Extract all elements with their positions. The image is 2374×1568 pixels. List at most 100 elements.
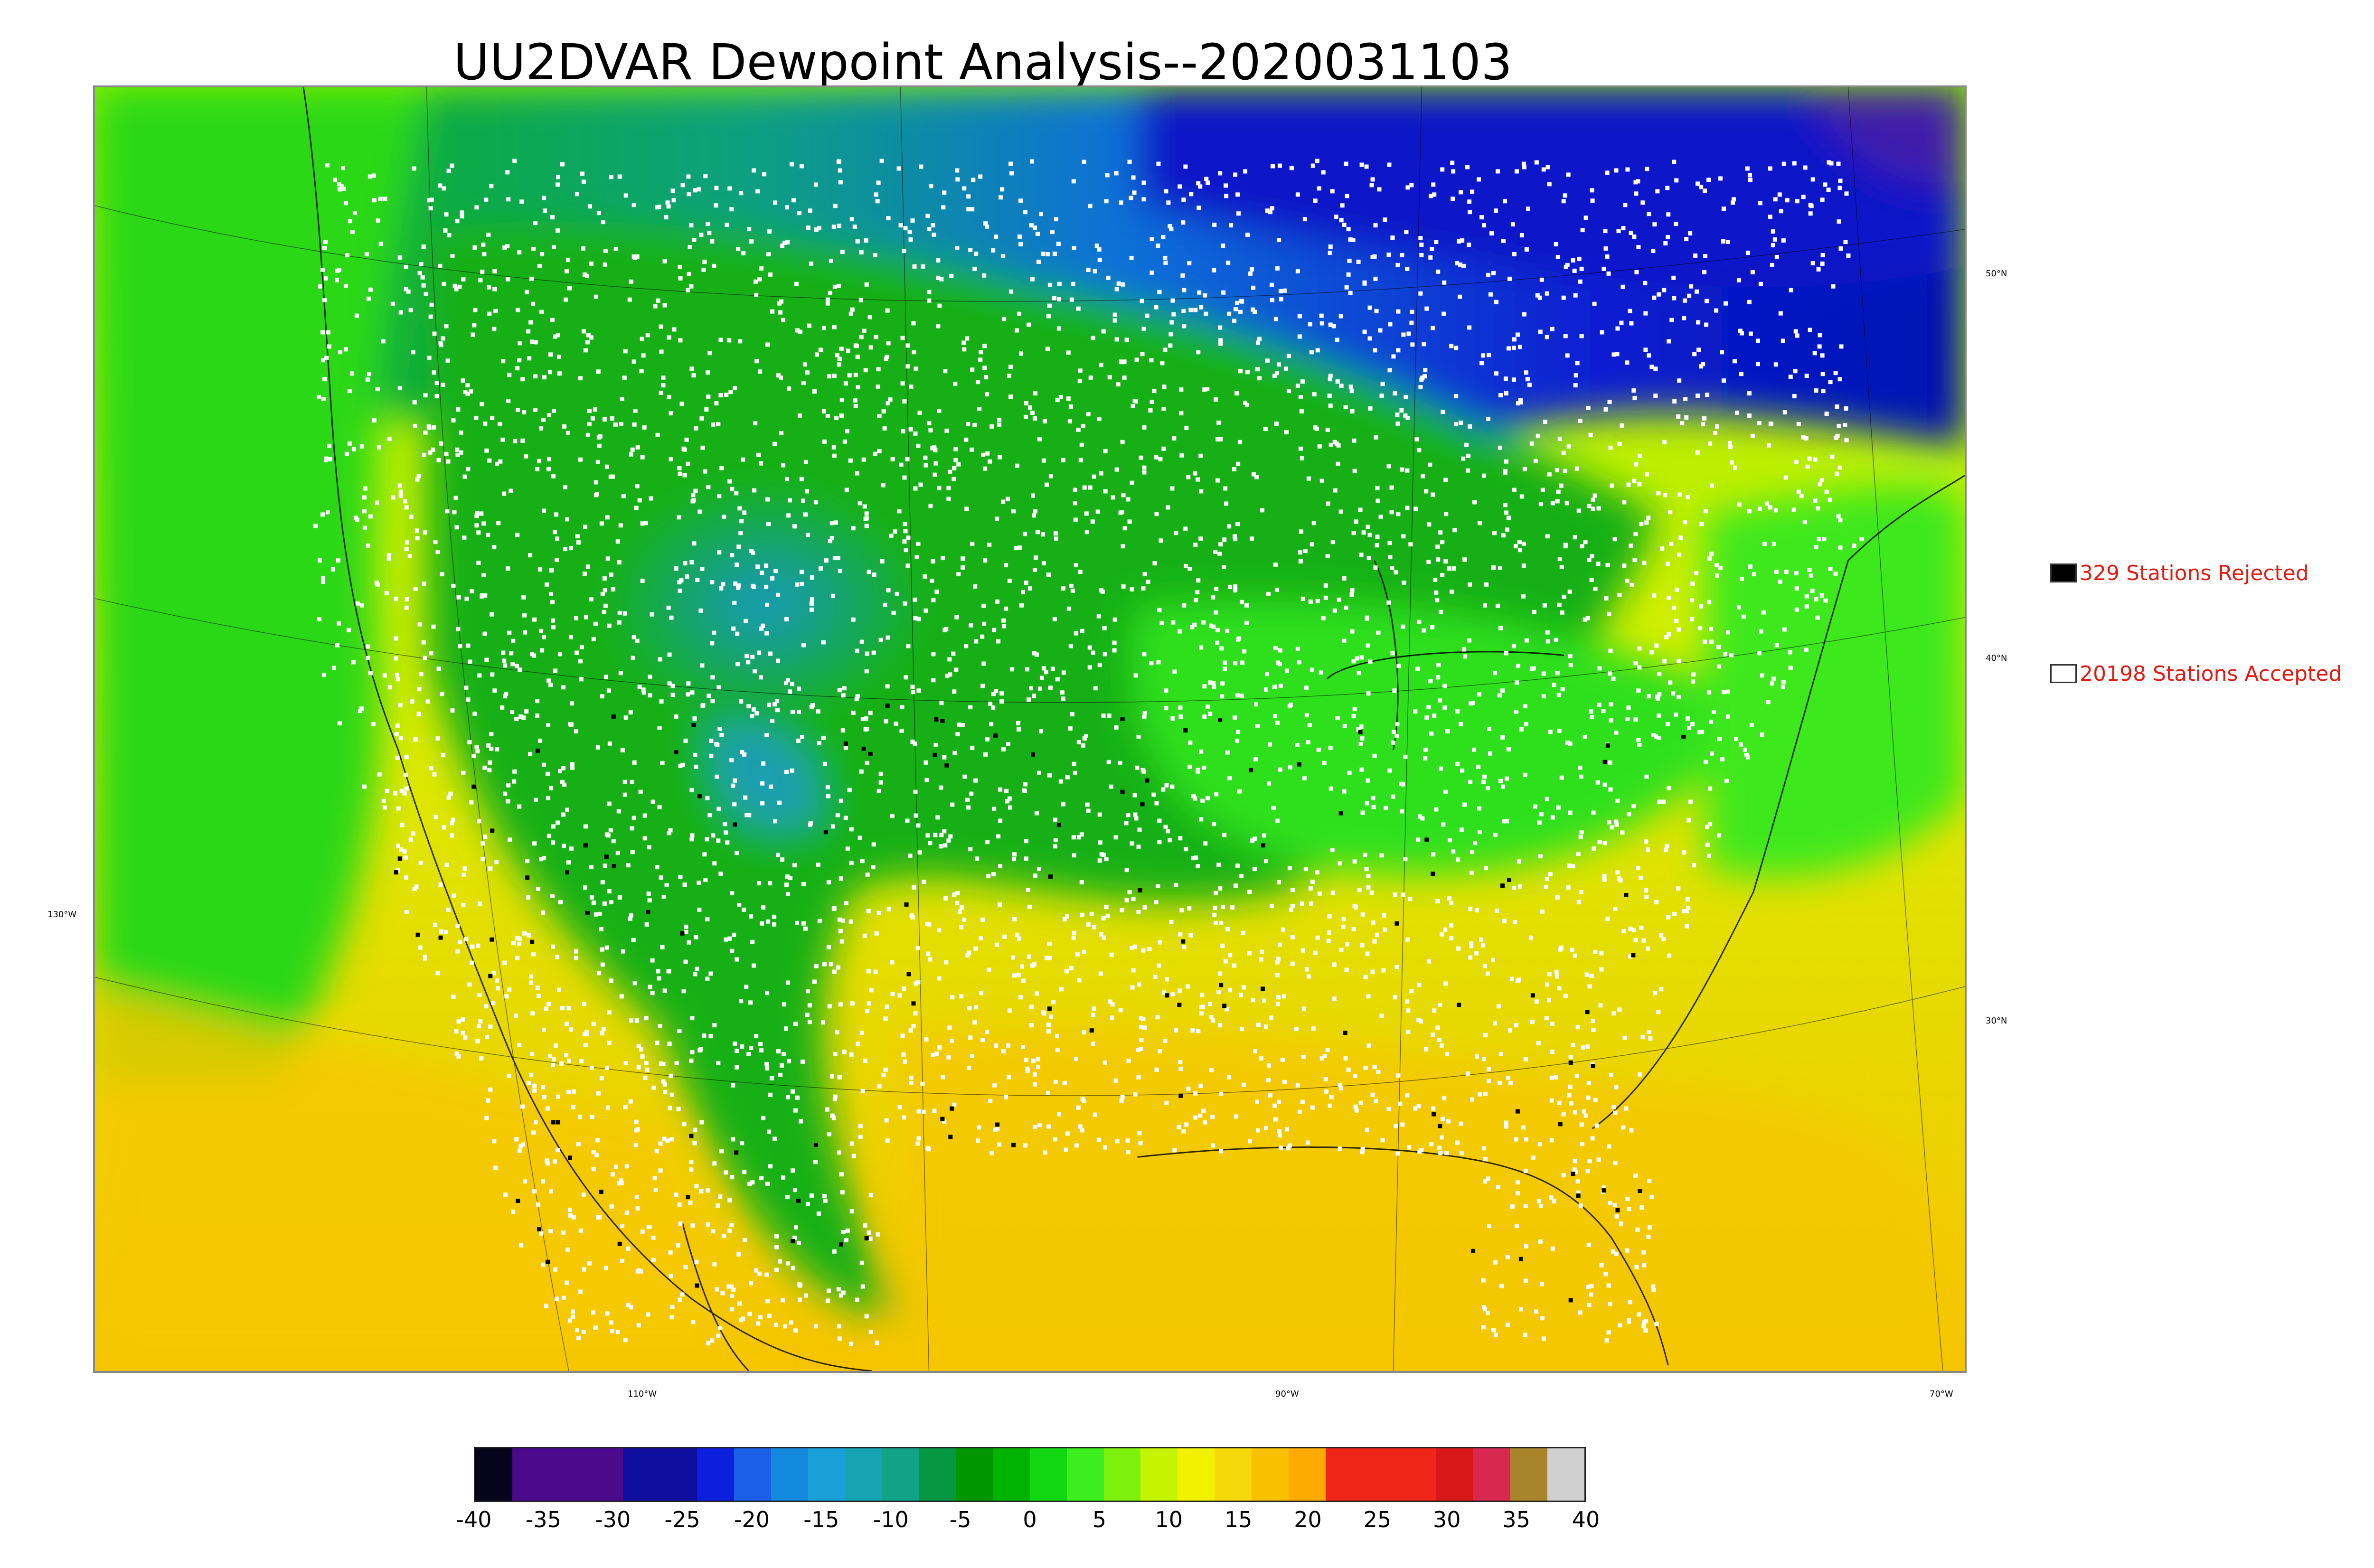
station-marker-accepted — [562, 1296, 566, 1300]
station-marker-accepted — [1511, 886, 1516, 890]
station-marker-accepted — [1101, 853, 1106, 857]
station-marker-accepted — [1739, 576, 1744, 581]
station-marker-accepted — [1328, 374, 1333, 378]
station-marker-accepted — [1633, 532, 1638, 536]
station-marker-accepted — [570, 1314, 575, 1319]
station-marker-accepted — [765, 497, 770, 502]
station-marker-accepted — [1799, 494, 1804, 498]
station-marker-accepted — [1169, 320, 1174, 325]
station-marker-accepted — [903, 522, 907, 526]
station-marker-accepted — [549, 592, 554, 596]
station-marker-accepted — [1712, 710, 1716, 714]
station-marker-accepted — [1069, 297, 1074, 302]
station-marker-accepted — [849, 217, 854, 222]
station-marker-accepted — [1469, 941, 1474, 946]
station-marker-accepted — [1804, 604, 1809, 609]
station-marker-accepted — [650, 991, 655, 995]
station-marker-accepted — [800, 734, 804, 739]
station-marker-accepted — [1355, 656, 1359, 661]
station-marker-accepted — [1663, 241, 1668, 246]
station-marker-accepted — [949, 273, 954, 278]
station-marker-accepted — [1732, 359, 1737, 364]
station-marker-accepted — [1537, 1142, 1542, 1146]
station-marker-accepted — [1186, 1086, 1191, 1091]
station-marker-accepted — [1168, 343, 1173, 348]
station-marker-accepted — [1166, 505, 1170, 510]
station-marker-accepted — [631, 635, 636, 639]
station-marker-accepted — [863, 1058, 867, 1063]
station-marker-accepted — [631, 656, 635, 660]
station-marker-accepted — [481, 521, 486, 526]
station-marker-accepted — [886, 635, 890, 640]
station-marker-accepted — [1331, 324, 1336, 329]
station-marker-accepted — [1243, 169, 1248, 174]
station-marker-accepted — [1521, 542, 1526, 546]
station-marker-accepted — [1671, 275, 1676, 280]
station-marker-accepted — [809, 261, 813, 266]
station-marker-accepted — [1263, 859, 1268, 864]
station-marker-accepted — [992, 1083, 997, 1088]
station-marker-accepted — [1198, 1113, 1203, 1118]
station-marker-accepted — [1276, 957, 1281, 961]
station-marker-accepted — [1046, 1029, 1051, 1034]
station-marker-accepted — [730, 1294, 735, 1298]
station-marker-accepted — [1555, 254, 1560, 259]
station-marker-accepted — [729, 1222, 734, 1227]
station-marker-accepted — [1546, 998, 1551, 1003]
station-marker-accepted — [335, 643, 339, 648]
station-marker-accepted — [1156, 660, 1161, 665]
station-marker-accepted — [1580, 544, 1584, 549]
station-marker-accepted — [832, 1097, 837, 1101]
station-marker-accepted — [604, 464, 609, 469]
station-marker-accepted — [1358, 742, 1363, 746]
station-marker-accepted — [1445, 1052, 1450, 1056]
station-marker-accepted — [525, 859, 530, 864]
station-marker-accepted — [1667, 953, 1672, 958]
station-marker-accepted — [970, 1053, 975, 1058]
station-marker-accepted — [1118, 1008, 1123, 1013]
station-marker-accepted — [450, 163, 454, 168]
station-marker-accepted — [533, 221, 538, 225]
station-marker-accepted — [474, 523, 479, 528]
station-marker-accepted — [589, 261, 594, 266]
station-marker-accepted — [1625, 578, 1630, 583]
station-marker-accepted — [1099, 588, 1103, 592]
station-marker-accepted — [951, 651, 956, 656]
station-marker-accepted — [705, 917, 710, 921]
station-marker-accepted — [902, 539, 907, 544]
station-marker-accepted — [619, 422, 623, 426]
station-marker-accepted — [397, 386, 402, 391]
station-marker-accepted — [746, 660, 751, 665]
station-marker-accepted — [1035, 232, 1040, 236]
station-marker-accepted — [1684, 237, 1689, 242]
station-marker-accepted — [1224, 194, 1229, 198]
station-marker-accepted — [1245, 233, 1250, 237]
station-marker-accepted — [1257, 376, 1262, 381]
station-marker-accepted — [1481, 353, 1486, 358]
station-marker-accepted — [927, 290, 932, 294]
station-marker-accepted — [1168, 838, 1172, 843]
station-marker-accepted — [1688, 231, 1693, 236]
station-marker-accepted — [1375, 498, 1380, 503]
station-marker-accepted — [1370, 177, 1375, 182]
station-marker-accepted — [1268, 210, 1272, 215]
station-marker-accepted — [1298, 446, 1303, 451]
station-marker-accepted — [1336, 461, 1340, 466]
station-marker-accepted — [1625, 360, 1630, 365]
station-marker-accepted — [1122, 376, 1127, 380]
station-marker-accepted — [398, 703, 403, 708]
station-marker-accepted — [952, 751, 957, 755]
station-marker-accepted — [640, 578, 645, 583]
station-marker-accepted — [1029, 1023, 1034, 1028]
station-marker-accepted — [1169, 920, 1174, 924]
dewpoint-map[interactable] — [93, 85, 1967, 1373]
station-marker-accepted — [335, 268, 339, 273]
station-marker-accepted — [1615, 352, 1620, 357]
station-marker-accepted — [903, 1059, 907, 1064]
station-marker-accepted — [1614, 1214, 1619, 1219]
station-marker-accepted — [1577, 256, 1582, 261]
station-marker-accepted — [565, 517, 569, 522]
station-marker-accepted — [1522, 312, 1526, 317]
station-marker-accepted — [1085, 802, 1090, 807]
station-marker-accepted — [735, 1049, 739, 1053]
